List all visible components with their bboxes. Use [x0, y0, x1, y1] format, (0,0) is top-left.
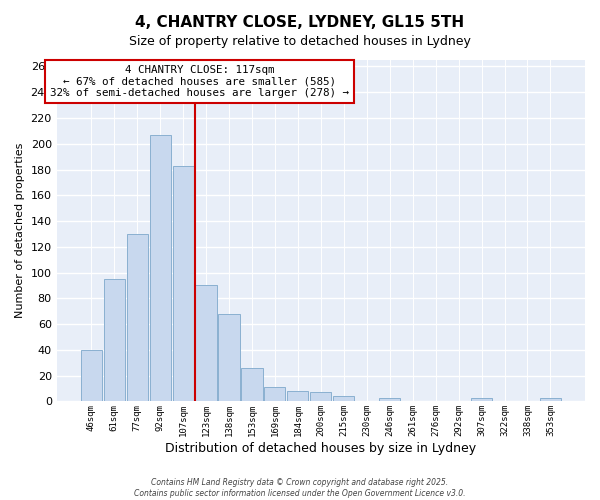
- Bar: [127, 234, 148, 402]
- Text: 4, CHANTRY CLOSE, LYDNEY, GL15 5TH: 4, CHANTRY CLOSE, LYDNEY, GL15 5TH: [136, 15, 464, 30]
- Bar: [379, 398, 400, 402]
- Y-axis label: Number of detached properties: Number of detached properties: [15, 143, 25, 318]
- Bar: [104, 279, 125, 402]
- Text: 4 CHANTRY CLOSE: 117sqm
← 67% of detached houses are smaller (585)
32% of semi-d: 4 CHANTRY CLOSE: 117sqm ← 67% of detache…: [50, 65, 349, 98]
- Bar: [149, 134, 170, 402]
- Bar: [265, 387, 286, 402]
- Bar: [540, 398, 561, 402]
- X-axis label: Distribution of detached houses by size in Lydney: Distribution of detached houses by size …: [165, 442, 476, 455]
- Bar: [196, 286, 217, 402]
- Bar: [471, 398, 492, 402]
- Text: Size of property relative to detached houses in Lydney: Size of property relative to detached ho…: [129, 35, 471, 48]
- Bar: [287, 391, 308, 402]
- Bar: [241, 368, 263, 402]
- Text: Contains HM Land Registry data © Crown copyright and database right 2025.
Contai: Contains HM Land Registry data © Crown c…: [134, 478, 466, 498]
- Bar: [218, 314, 239, 402]
- Bar: [173, 166, 194, 402]
- Bar: [333, 396, 355, 402]
- Bar: [310, 392, 331, 402]
- Bar: [80, 350, 102, 402]
